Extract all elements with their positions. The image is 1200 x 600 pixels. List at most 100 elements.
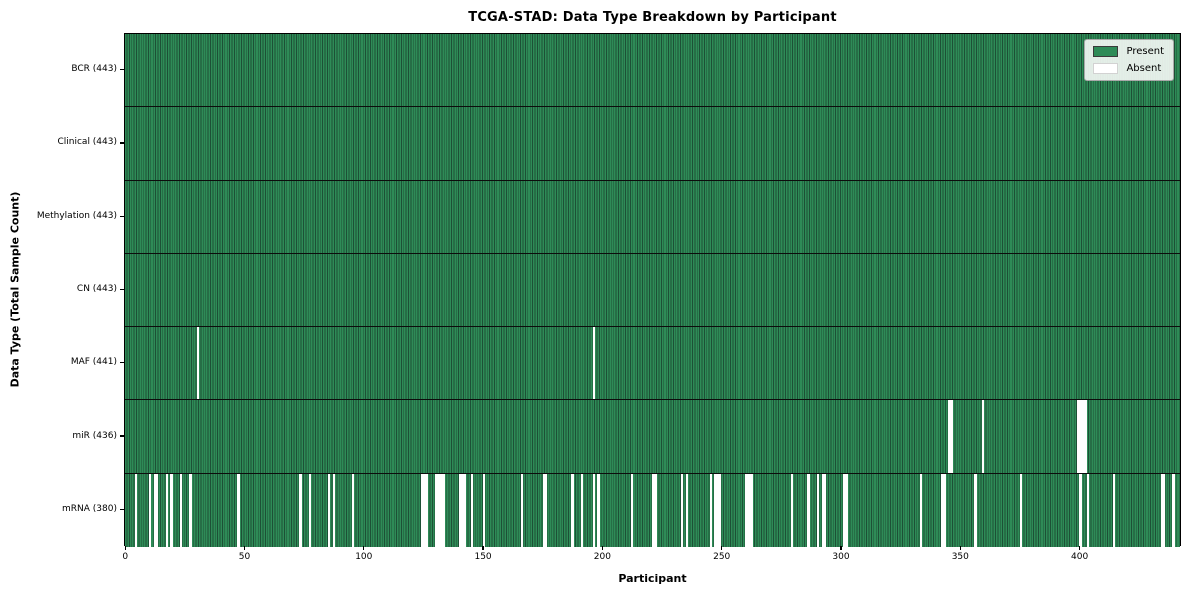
y-tick-label: miR (436): [72, 430, 117, 441]
x-tick-mark: [243, 546, 246, 550]
absent-cell: [714, 473, 717, 547]
heatmap-row: [125, 473, 1180, 547]
legend-label: Absent: [1126, 63, 1162, 74]
x-tick-mark: [1078, 546, 1081, 550]
absent-cell: [1079, 400, 1082, 473]
absent-cell: [1112, 473, 1116, 547]
plot-area: Present Absent: [124, 33, 1181, 547]
absent-cell: [1160, 473, 1163, 547]
absent-cell: [482, 473, 486, 547]
absent-cell: [327, 473, 331, 547]
absent-cell: [974, 473, 977, 547]
heatmap-row: [125, 34, 1180, 108]
x-tick-mark: [482, 546, 484, 550]
absent-cell: [470, 473, 474, 547]
absent-cell: [1084, 400, 1087, 473]
heatmap-row: [125, 400, 1180, 474]
absent-cell: [237, 473, 240, 547]
x-tick-label: 250: [713, 552, 731, 562]
y-tick-label: mRNA (380): [62, 503, 117, 514]
x-tick-label: 0: [122, 552, 129, 562]
absent-cell: [521, 473, 524, 547]
absent-cell: [843, 473, 846, 547]
x-tick-mark: [721, 546, 723, 550]
y-tick-mark: [120, 69, 124, 71]
absent-cell: [652, 473, 655, 547]
x-tick-label: 300: [832, 552, 850, 562]
legend: Present Absent: [1084, 39, 1174, 81]
absent-cell: [745, 473, 748, 547]
absent-cell: [544, 473, 548, 547]
x-tick-label: 100: [355, 552, 373, 562]
y-tick-mark: [120, 435, 124, 437]
y-tick-mark: [120, 508, 124, 510]
absent-cell: [442, 473, 445, 547]
y-tick-label: Methylation (443): [36, 210, 117, 221]
absent-cell: [597, 473, 600, 547]
y-tick-mark: [120, 215, 124, 217]
absent-cell: [719, 473, 722, 547]
absent-cell: [179, 473, 183, 547]
absent-cell: [423, 473, 426, 547]
absent-cell: [1079, 473, 1082, 547]
legend-swatch-present: [1093, 46, 1119, 57]
absent-cell: [196, 327, 199, 400]
absent-cell: [919, 473, 922, 547]
absent-cell: [148, 473, 152, 547]
x-tick-mark: [363, 546, 365, 550]
absent-cell: [308, 473, 312, 547]
absent-cell: [165, 473, 168, 547]
x-axis-title: Participant: [618, 572, 687, 585]
absent-cell: [948, 400, 951, 473]
absent-cell: [439, 473, 443, 547]
absent-cell: [654, 473, 658, 547]
absent-cell: [420, 473, 424, 547]
absent-cell: [189, 473, 192, 547]
absent-cell: [709, 473, 712, 547]
absent-cell: [1162, 473, 1166, 547]
absent-cell: [580, 473, 584, 547]
absent-cell: [750, 473, 753, 547]
y-tick-mark: [120, 362, 124, 364]
absent-cell: [941, 473, 944, 547]
y-tick-label: CN (443): [76, 284, 117, 294]
absent-cell: [459, 473, 462, 547]
absent-cell: [1019, 473, 1023, 547]
absent-cell: [1086, 473, 1089, 547]
y-tick-label: Clinical (443): [57, 137, 117, 148]
x-tick-label: 50: [238, 552, 251, 562]
absent-cell: [816, 473, 820, 547]
absent-cell: [332, 473, 335, 547]
legend-label: Present: [1126, 46, 1164, 57]
absent-cell: [571, 473, 574, 547]
absent-cell: [807, 473, 810, 547]
absent-cell: [790, 473, 794, 547]
y-tick-label: BCR (443): [71, 64, 117, 75]
absent-cell: [592, 473, 596, 547]
absent-cell: [461, 473, 464, 547]
absent-cell: [134, 473, 137, 547]
absent-cell: [1081, 400, 1085, 473]
absent-cell: [437, 473, 440, 547]
absent-cell: [821, 473, 825, 547]
heatmap-rows: [125, 34, 1180, 547]
absent-cell: [845, 473, 848, 547]
x-tick-label: 150: [474, 552, 492, 562]
legend-item: Absent: [1093, 63, 1164, 74]
x-tick-label: 400: [1071, 552, 1089, 562]
absent-cell: [435, 473, 438, 547]
absent-cell: [1077, 400, 1080, 473]
absent-cell: [716, 473, 720, 547]
heatmap-row: [125, 253, 1180, 328]
heatmap-row: [125, 327, 1180, 401]
absent-cell: [425, 473, 428, 547]
x-tick-mark: [124, 546, 126, 550]
y-tick-mark: [120, 142, 124, 144]
absent-cell: [950, 400, 953, 473]
absent-cell: [299, 473, 302, 547]
absent-cell: [1172, 473, 1175, 547]
heatmap-row: [125, 107, 1180, 181]
y-tick-mark: [120, 288, 124, 291]
absent-cell: [170, 473, 173, 547]
